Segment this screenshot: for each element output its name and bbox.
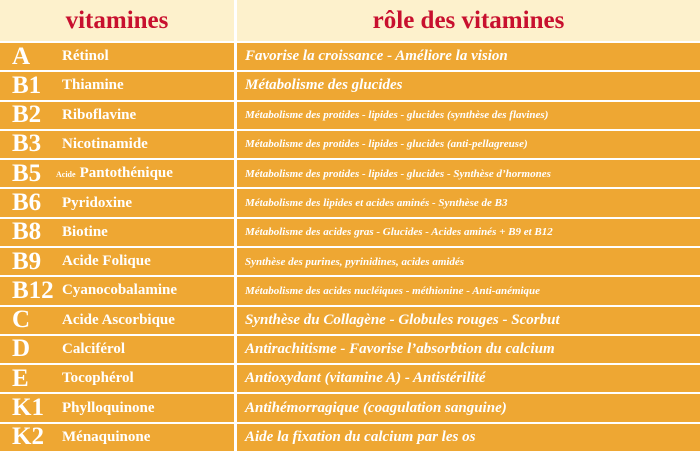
vitamin-name: Phylloquinone	[56, 400, 155, 417]
name-text: Thiamine	[62, 77, 124, 94]
vitamin-code: D	[12, 335, 31, 363]
name-text: Phylloquinone	[62, 399, 155, 416]
vitamin-role: Synthèse du Collagène - Globules rouges …	[237, 306, 700, 334]
vitamin-code: K2	[12, 423, 44, 451]
vitamin-code: K1	[12, 394, 44, 422]
vitamin-role: Antioxydant (vitamine A) - Antistérilité	[237, 365, 700, 393]
name-text: Acide Folique	[62, 253, 151, 270]
vitamin-role: Favorise la croissance - Améliore la vis…	[237, 43, 700, 71]
vitamin-cell: E Tocophérol	[0, 365, 234, 393]
vitamin-role: Métabolisme des protides - lipides - glu…	[237, 101, 700, 129]
name-text: Cyanocobalamine	[62, 282, 178, 299]
vitamin-name: Acide Folique	[56, 253, 151, 270]
name-text: Pyridoxine	[62, 194, 132, 211]
vitamin-name: Riboflavine	[56, 107, 136, 124]
vitamin-code: B6	[12, 189, 42, 217]
vitamin-name: Calciférol	[56, 341, 125, 358]
vitamin-name: Acide Pantothénique	[56, 165, 173, 182]
vitamin-cell: K1 Phylloquinone	[0, 394, 234, 422]
vitamin-role: Synthèse des purines, pyrinidines, acide…	[237, 248, 700, 276]
vitamin-code: B9	[12, 248, 42, 275]
vitamin-code: B2	[12, 101, 42, 129]
vitamin-code: B1	[12, 72, 42, 99]
vitamin-role: Métabolisme des acides gras - Glucides -…	[237, 218, 700, 246]
vitamin-role: Métabolisme des protides - lipides - glu…	[237, 160, 700, 188]
vitamin-cell: B1 Thiamine	[0, 72, 234, 100]
vitamin-role: Antihémorragique (coagulation sanguine)	[237, 394, 700, 422]
vitamin-role: Métabolisme des lipides et acides aminés…	[237, 189, 700, 217]
vitamin-code: B3	[12, 130, 42, 158]
vitamin-name: Acide Ascorbique	[56, 312, 175, 329]
name-prefix: Acide	[56, 170, 76, 180]
column-header: rôle des vitamines	[237, 0, 700, 41]
vitamin-role: Métabolisme des acides nucléiques - méth…	[237, 277, 700, 305]
vitamin-cell: B6 Pyridoxine	[0, 189, 234, 217]
vitamin-name: Biotine	[56, 224, 108, 241]
vitamin-cell: B3 Nicotinamide	[0, 130, 234, 159]
column-header: vitamines	[0, 0, 234, 41]
vitamin-role: Métabolisme des glucides	[237, 72, 700, 100]
vitamin-name: Rétinol	[56, 48, 109, 65]
name-text: Pantothénique	[79, 165, 173, 182]
name-text: Ménaquinone	[62, 428, 151, 445]
vitamin-code: A	[12, 43, 31, 70]
vitamin-name: Thiamine	[56, 77, 124, 94]
vitamin-name: Tocophérol	[56, 370, 134, 387]
vitamin-cell: K2 Ménaquinone	[0, 423, 234, 451]
vitamin-cell: B9 Acide Folique	[0, 248, 234, 276]
vitamin-cell: B8 Biotine	[0, 218, 234, 246]
name-text: Riboflavine	[62, 106, 137, 123]
vitamin-name: Ménaquinone	[56, 429, 150, 446]
vitamin-name: Pyridoxine	[56, 195, 132, 212]
name-text: Acide Ascorbique	[62, 311, 175, 328]
vitamin-role: Métabolisme des protides - lipides - glu…	[237, 130, 700, 159]
vitamin-name: Cyanocobalamine	[56, 282, 177, 299]
vitamin-name: Nicotinamide	[56, 136, 148, 153]
vitamin-code: B12	[12, 277, 54, 304]
vitamin-cell: B12 Cyanocobalamine	[0, 277, 234, 305]
vitamin-cell: B5 Acide Pantothénique	[0, 160, 234, 188]
vitamin-cell: B2 Riboflavine	[0, 101, 234, 129]
vitamin-cell: D Calciférol	[0, 335, 234, 364]
name-text: Biotine	[62, 223, 108, 240]
vitamin-cell: A Rétinol	[0, 43, 234, 71]
vitamin-code: E	[12, 365, 29, 392]
name-text: Nicotinamide	[62, 135, 148, 152]
vitamin-code: C	[12, 306, 31, 334]
name-text: Calciférol	[62, 340, 126, 357]
vitamin-cell: C Acide Ascorbique	[0, 306, 234, 334]
vitamin-role: Antirachitisme - Favorise l’absorbtion d…	[237, 335, 700, 364]
vitamin-code: B8	[12, 218, 42, 246]
name-text: Tocophérol	[62, 370, 134, 387]
vitamin-role: Aide la fixation du calcium par les os	[237, 423, 700, 451]
vitamin-code: B5	[12, 160, 42, 187]
name-text: Rétinol	[62, 48, 109, 65]
